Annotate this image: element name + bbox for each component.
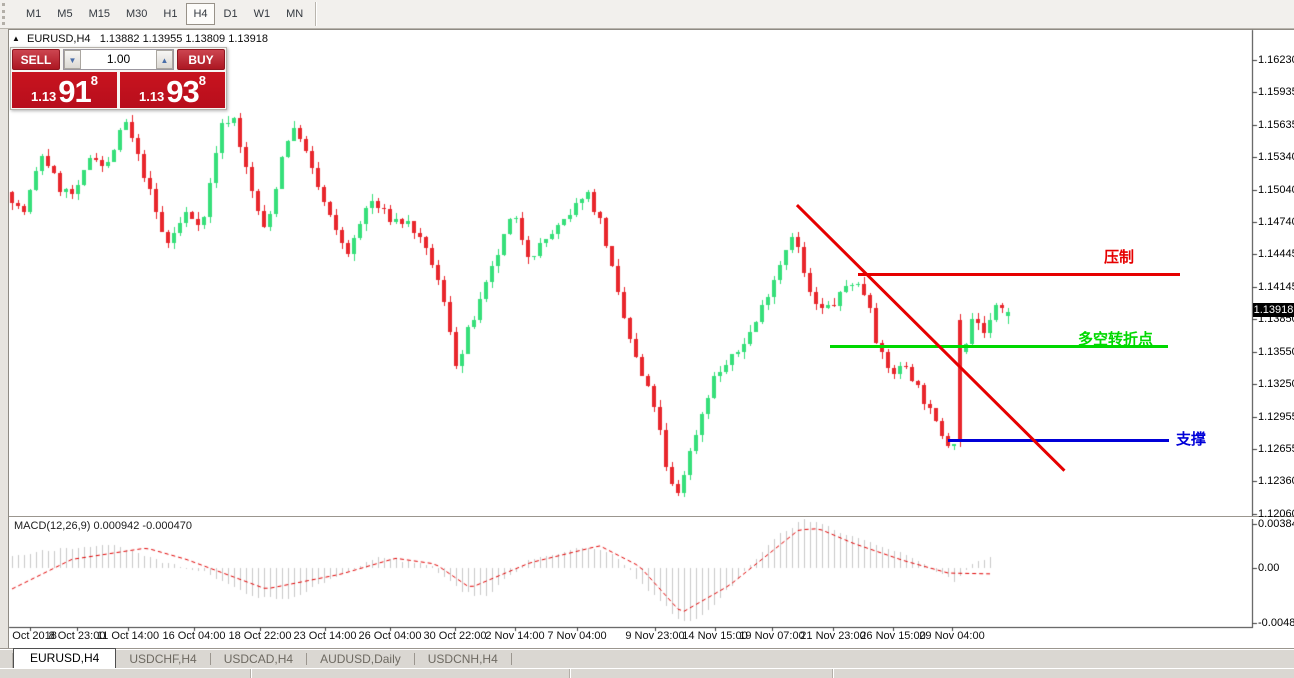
timeframe-button-m15[interactable]: M15 — [88, 8, 110, 20]
macd-axis-label: 0.003847 — [1258, 518, 1294, 530]
pane-separator[interactable] — [9, 516, 1294, 519]
current-price-tag: 1.13918 — [1253, 303, 1294, 317]
sell-price-button[interactable]: 1.13 91 8 — [12, 72, 117, 108]
volume-input[interactable]: 1.00 — [106, 52, 131, 66]
buy-price-big: 93 — [166, 74, 199, 109]
time-axis-label: 11 Oct 14:00 — [96, 630, 160, 642]
timeframe-button-m30[interactable]: M30 — [125, 8, 148, 20]
sell-price-sup: 8 — [90, 73, 99, 88]
buy-button[interactable]: BUY — [177, 49, 225, 70]
triangle-marker-icon: ▲ — [12, 34, 20, 43]
price-axis-label: 1.12955 — [1258, 411, 1294, 423]
tab-bar-grip[interactable] — [0, 653, 13, 669]
price-axis-label: 1.15635 — [1258, 119, 1294, 131]
sell-button[interactable]: SELL — [12, 49, 60, 70]
price-axis-label: 1.13550 — [1258, 346, 1294, 358]
status-cell — [570, 669, 833, 678]
time-axis-label: 30 Oct 22:00 — [423, 630, 487, 642]
price-axis-label: 1.12060 — [1258, 508, 1294, 520]
timeframe-button-m1[interactable]: M1 — [26, 8, 42, 20]
tab-audusd-daily[interactable]: AUDUSD,Daily — [320, 652, 401, 666]
status-bar — [0, 668, 1294, 678]
macd-indicator-label: MACD(12,26,9) 0.000942 -0.000470 — [14, 520, 192, 532]
timeframe-toolbar: M1 M5 M15 M30 H1 H4 D1 W1 MN — [0, 0, 1294, 29]
time-axis-label: 26 Nov 15:00 — [860, 630, 926, 642]
price-axis-label: 1.15340 — [1258, 151, 1294, 163]
volume-increase-button[interactable]: ▲ — [156, 50, 173, 69]
chart-title: ▲ EURUSD,H4 1.13882 1.13955 1.13809 1.13… — [12, 33, 268, 45]
time-axis-label: 26 Oct 04:00 — [358, 630, 422, 642]
tab-separator — [209, 653, 211, 665]
price-axis-label: 1.13250 — [1258, 378, 1294, 390]
volume-stepper: ▼ 1.00 ▲ — [63, 49, 174, 70]
macd-axis-label: -0.004856 — [1258, 617, 1294, 629]
chart-title-ohlc: 1.13882 1.13955 1.13809 1.13918 — [99, 33, 268, 45]
tab-separator — [510, 653, 512, 665]
time-axis-label: 19 Nov 07:00 — [739, 630, 805, 642]
time-axis-label: 4 Oct 2018 — [3, 630, 57, 642]
timeframe-button-d1[interactable]: D1 — [223, 8, 238, 20]
pivot-line[interactable] — [830, 345, 1168, 348]
buy-price-sup: 8 — [198, 73, 207, 88]
price-axis-label: 1.16230 — [1258, 54, 1294, 66]
one-click-trading-panel: SELL ▼ 1.00 ▲ BUY 1.13 91 8 1.13 93 8 — [10, 47, 227, 110]
price-axis-label: 1.12655 — [1258, 443, 1294, 455]
time-axis-label: 18 Oct 22:00 — [228, 630, 292, 642]
timeframe-button-w1[interactable]: W1 — [253, 8, 271, 20]
toolbar-grip[interactable] — [2, 3, 11, 25]
price-axis-label: 1.14145 — [1258, 281, 1294, 293]
time-axis-label: 2 Nov 14:00 — [485, 630, 545, 642]
tab-usdcnh-h4[interactable]: USDCNH,H4 — [427, 652, 498, 666]
price-axis-label: 1.15040 — [1258, 184, 1294, 196]
timeframe-button-h1[interactable]: H1 — [163, 8, 178, 20]
time-axis-label: 23 Oct 14:00 — [293, 630, 357, 642]
timeframe-button-h4[interactable]: H4 — [186, 3, 215, 25]
support-line[interactable] — [948, 439, 1169, 442]
time-axis-label: 29 Nov 04:00 — [919, 630, 985, 642]
time-axis-label: 21 Nov 23:00 — [800, 630, 866, 642]
timeframe-button-mn[interactable]: MN — [286, 8, 304, 20]
price-axis-label: 1.14445 — [1258, 248, 1294, 260]
volume-decrease-button[interactable]: ▼ — [64, 50, 81, 69]
time-axis-label: 7 Nov 04:00 — [547, 630, 607, 642]
tab-separator — [413, 653, 415, 665]
timeframe-button-m5[interactable]: M5 — [57, 8, 73, 20]
time-axis-label: 9 Nov 23:00 — [625, 630, 685, 642]
tab-usdcad-h4[interactable]: USDCAD,H4 — [223, 652, 294, 666]
support-label[interactable]: 支撑 — [1176, 431, 1207, 448]
pivot-label[interactable]: 多空转折点 — [1078, 331, 1154, 348]
tab-separator — [306, 653, 308, 665]
toolbar-separator — [315, 2, 317, 26]
tab-usdchf-h4[interactable]: USDCHF,H4 — [129, 652, 197, 666]
time-axis-label: 16 Oct 04:00 — [162, 630, 226, 642]
resistance-line[interactable] — [858, 273, 1180, 276]
status-cell — [251, 669, 570, 678]
tab-eurusd-h4[interactable]: EURUSD,H4 — [13, 648, 117, 669]
time-axis-label: 14 Nov 15:00 — [682, 630, 748, 642]
symbol-tab-bar: EURUSD,H4 USDCHF,H4 USDCAD,H4 AUDUSD,Dai… — [0, 648, 1294, 669]
buy-price-prefix: 1.13 — [138, 89, 165, 104]
status-cell — [0, 669, 251, 678]
macd-axis-label: 0.00 — [1258, 562, 1280, 574]
price-axis-label: 1.15935 — [1258, 86, 1294, 98]
time-axis-label: 8 Oct 23:00 — [48, 630, 106, 642]
price-axis-label: 1.12360 — [1258, 475, 1294, 487]
sell-price-prefix: 1.13 — [30, 89, 57, 104]
buy-price-button[interactable]: 1.13 93 8 — [120, 72, 225, 108]
sell-price-big: 91 — [58, 74, 91, 109]
chart-title-symbol: EURUSD,H4 — [26, 33, 91, 45]
window-left-edge — [0, 29, 9, 648]
resistance-label[interactable]: 压制 — [1104, 249, 1135, 266]
price-axis-label: 1.14740 — [1258, 216, 1294, 228]
